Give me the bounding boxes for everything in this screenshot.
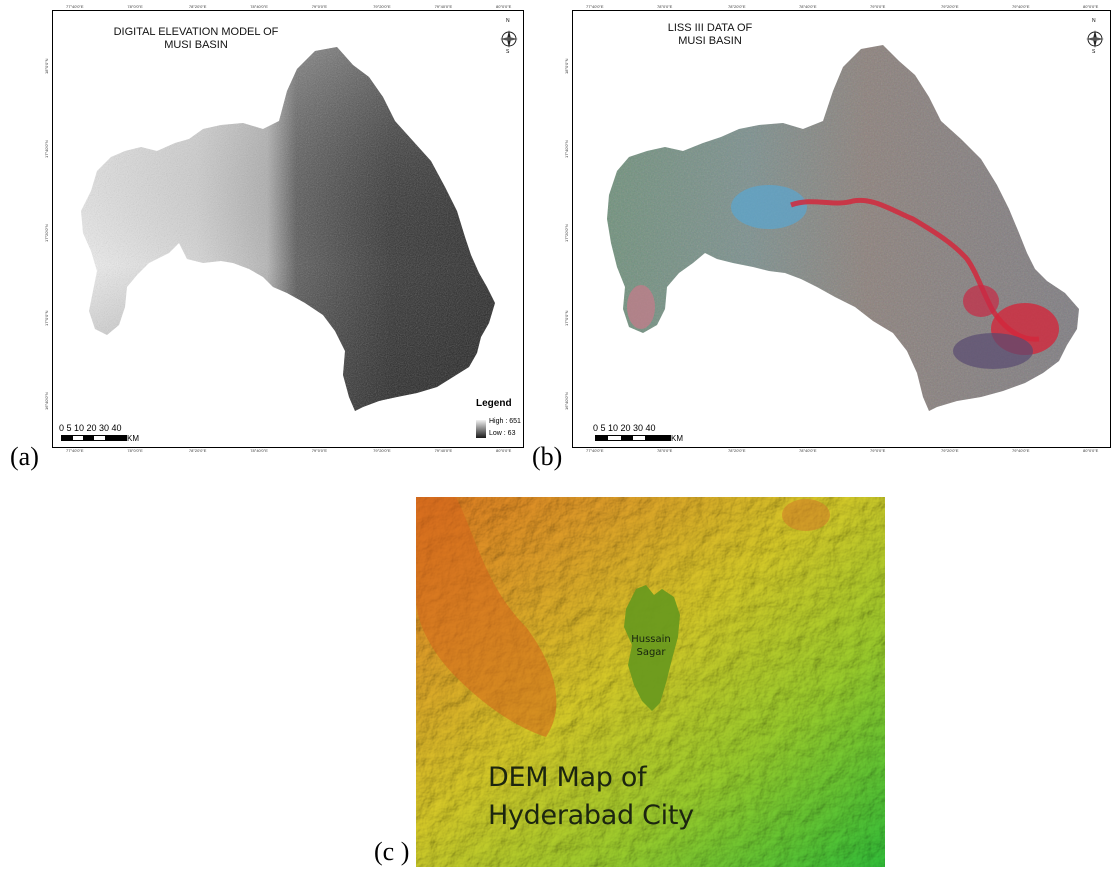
compass-north-a: N (506, 18, 510, 24)
legend-color-ramp (476, 420, 486, 438)
longitude-tick-label: 78°20'0"E (188, 448, 207, 453)
latitude-tick-label: 18°0'0"N (44, 58, 49, 74)
longitude-tick-label: 79°0'0"E (311, 4, 328, 9)
panel-label-c: (c ) (374, 837, 410, 866)
longitude-tick-label: 80°0'0"E (1083, 4, 1099, 9)
latitude-tick-label: 17°0'0"N (44, 310, 49, 326)
latitude-tick-label: 18°0'0"N (564, 58, 569, 74)
longitude-tick-label: 79°40'0"E (1012, 448, 1030, 453)
dem-title-line1: DIGITAL ELEVATION MODEL OF (113, 26, 279, 38)
longitude-tick-label: 79°0'0"E (870, 448, 886, 453)
longitude-tick-label: 79°0'0"E (311, 448, 328, 453)
dem-map-title: DIGITAL ELEVATION MODEL OF MUSI BASIN (106, 26, 286, 52)
hussain-sagar-label: Hussain Sagar (616, 633, 686, 659)
latitude-tick-label: 17°20'0"N (44, 224, 49, 242)
legend-title: Legend (476, 398, 512, 409)
longitude-tick-label: 78°0'0"E (657, 448, 673, 453)
longitude-tick-label: 78°20'0"E (728, 448, 746, 453)
city-title-line1: DEM Map of (488, 762, 647, 793)
longitude-tick-label: 80°0'0"E (496, 4, 512, 9)
latitude-tick-label: 17°20'0"N (564, 224, 569, 242)
longitude-tick-label: 78°40'0"E (799, 448, 817, 453)
longitude-tick-label: 77°40'0"E (586, 4, 604, 9)
longitude-tick-label: 80°0'0"E (496, 448, 512, 453)
longitude-tick-label: 79°40'0"E (434, 448, 453, 453)
latitude-tick-label: 17°0'0"N (564, 310, 569, 326)
scale-unit-b: KM (671, 434, 683, 443)
scale-bar-a (61, 435, 127, 441)
scale-bar-b (595, 435, 671, 441)
legend-low-label: Low : 63 (489, 430, 516, 437)
longitude-tick-label: 78°40'0"E (250, 448, 268, 453)
compass-north-b: N (1092, 18, 1096, 24)
dem-legend: Legend High : 651 Low : 63 (476, 398, 522, 442)
longitude-tick-label: 79°40'0"E (1012, 4, 1030, 9)
panel-label-a: (a) (10, 442, 39, 471)
map-frame-liss-musi (572, 10, 1111, 448)
scale-unit-a: KM (127, 434, 139, 443)
scale-numbers-b: 0 5 10 20 30 40 (593, 423, 656, 433)
longitude-tick-label: 78°40'0"E (799, 4, 817, 9)
latitude-tick-label: 16°40'0"N (564, 392, 569, 410)
longitude-tick-label: 79°20'0"E (373, 448, 391, 453)
longitude-tick-label: 78°40'0"E (250, 4, 268, 9)
dem-musi-basin-map (81, 30, 518, 411)
longitude-tick-label: 78°20'0"E (188, 4, 207, 9)
scale-numbers-a: 0 5 10 20 30 40 (59, 423, 122, 433)
longitude-tick-label: 78°20'0"E (728, 4, 746, 9)
longitude-tick-label: 80°0'0"E (1083, 448, 1099, 453)
legend-high-label: High : 651 (489, 418, 521, 425)
dem-title-line2: MUSI BASIN (164, 39, 228, 51)
latitude-tick-label: 16°40'0"N (44, 392, 49, 410)
longitude-tick-label: 77°40'0"E (586, 448, 604, 453)
compass-south-a: S (506, 49, 510, 55)
longitude-tick-label: 77°40'0"E (66, 448, 84, 453)
compass-rose-icon (500, 30, 518, 48)
longitude-tick-label: 78°0'0"E (127, 448, 143, 453)
urban-area-patch (731, 185, 807, 229)
lake-label-line2: Sagar (636, 647, 666, 658)
ridge-highland (416, 497, 557, 737)
hyderabad-relief-image (416, 497, 885, 867)
liss-title-line1: LISS III DATA OF (667, 22, 753, 34)
hussain-sagar-lake[interactable] (624, 585, 680, 711)
compass-rose-icon (1086, 30, 1104, 48)
city-map-title: DEM Map of Hyderabad City (488, 759, 694, 835)
latitude-tick-label: 17°40'0"N (44, 140, 49, 158)
longitude-tick-label: 79°40'0"E (434, 4, 453, 9)
panel-label-b: (b) (532, 442, 563, 471)
longitude-tick-label: 79°20'0"E (941, 448, 959, 453)
longitude-tick-label: 78°0'0"E (127, 4, 143, 9)
lake-label-line1: Hussain (631, 634, 671, 645)
longitude-tick-label: 79°20'0"E (941, 4, 959, 9)
liss-title-line2: MUSI BASIN (678, 35, 742, 47)
liss-map-title: LISS III DATA OF MUSI BASIN (640, 22, 780, 48)
longitude-tick-label: 78°0'0"E (657, 4, 673, 9)
city-title-line2: Hyderabad City (488, 800, 694, 831)
longitude-tick-label: 77°40'0"E (66, 4, 84, 9)
dem-hyderabad-city-map: Hussain Sagar DEM Map of Hyderabad City (416, 497, 885, 867)
map-frame-dem-musi (52, 10, 524, 448)
latitude-tick-label: 17°40'0"N (564, 140, 569, 158)
compass-south-b: S (1092, 49, 1096, 55)
longitude-tick-label: 79°20'0"E (373, 4, 391, 9)
longitude-tick-label: 79°0'0"E (870, 4, 886, 9)
liss-musi-basin-map (607, 30, 1104, 411)
